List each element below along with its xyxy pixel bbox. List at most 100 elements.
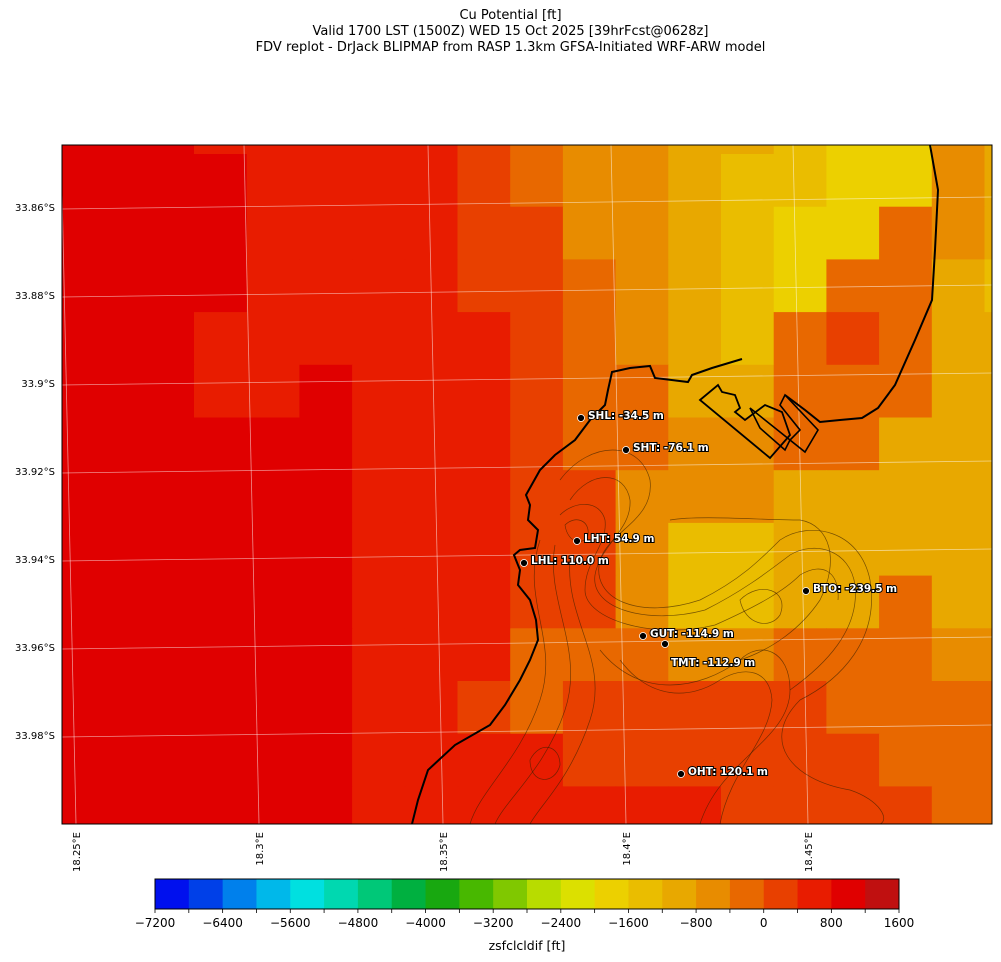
field-cell: [510, 364, 564, 419]
field-cell: [457, 206, 511, 260]
field-cell: [88, 733, 142, 787]
field-cell: [194, 681, 248, 735]
field-cell: [141, 312, 195, 366]
field-cell: [721, 259, 775, 313]
latitude-label: 33.96°S: [15, 643, 55, 654]
field-cell: [404, 364, 459, 419]
field-cell: [88, 154, 142, 208]
field-cell: [299, 206, 353, 260]
field-cell: [510, 145, 564, 155]
field-cell: [457, 145, 511, 155]
longitude-line: [427, 145, 444, 824]
field-cell: [194, 154, 248, 208]
field-cell: [141, 733, 195, 787]
field-cell: [194, 206, 248, 260]
field-cell: [246, 522, 300, 577]
colorbar-segment: [527, 879, 562, 909]
field-cell: [404, 733, 459, 787]
field-cell: [299, 733, 353, 787]
colorbar-segment: [256, 879, 291, 909]
field-cell: [668, 417, 722, 471]
station-marker-bto: [802, 587, 810, 595]
field-cell: [668, 154, 722, 208]
field-cell: [62, 628, 90, 682]
field-cell: [668, 206, 722, 260]
field-cell: [826, 312, 880, 366]
field-cell: [826, 522, 880, 577]
field-cell: [88, 145, 142, 155]
station-marker-shl: [577, 414, 585, 422]
field-cell: [721, 681, 775, 735]
field-cell: [141, 786, 195, 824]
field-cell: [615, 522, 669, 577]
field-cells: [62, 145, 992, 824]
field-cell: [88, 364, 142, 419]
field-cell: [826, 259, 880, 313]
field-cell: [352, 575, 406, 629]
field-cell: [721, 364, 775, 419]
latitude-label: 33.86°S: [15, 203, 55, 214]
field-cell: [562, 145, 617, 155]
field-cell: [246, 733, 300, 787]
field-cell: [826, 628, 880, 682]
field-cell: [141, 206, 195, 260]
field-cell: [826, 206, 880, 260]
field-cell: [510, 312, 564, 366]
colorbar-segment: [696, 879, 731, 909]
colorbar: −7200 −6400 −5600 −4800 −4000 −3200 −2400 −1600…: [135, 878, 914, 953]
station-marker-lht: [573, 537, 581, 545]
field-cell: [826, 733, 880, 787]
field-cell: [62, 312, 90, 366]
field-cell: [194, 417, 248, 471]
field-cell: [88, 522, 142, 577]
field-cell: [246, 259, 300, 313]
field-cell: [299, 312, 353, 366]
colorbar-tick-label: −4800: [338, 916, 379, 930]
field-cell: [668, 259, 722, 313]
field-cell: [773, 786, 827, 824]
field-cell: [299, 628, 353, 682]
station-label-bto: BTO: -239.5 m: [813, 583, 897, 595]
chart-title: Cu Potential [ft]: [459, 8, 562, 23]
field-cell: [246, 312, 300, 366]
field-cell: [457, 417, 511, 471]
field-cell: [404, 417, 459, 471]
field-cell: [931, 681, 986, 735]
field-cell: [404, 206, 459, 260]
field-cell: [984, 154, 992, 208]
field-cell: [457, 575, 511, 629]
field-cell: [299, 470, 353, 524]
field-cell: [773, 733, 827, 787]
field-cell: [88, 628, 142, 682]
field-cell: [510, 154, 564, 208]
field-cell: [457, 733, 511, 787]
field-cell: [510, 259, 564, 313]
station-label-tmt: TMT: -112.9 m: [671, 657, 755, 669]
field-cell: [615, 364, 669, 419]
colorbar-segment: [628, 879, 663, 909]
station-markers: SHL: -34.5 m SHT: -76.1 m LHT: 54.9 m LHL: …: [520, 409, 898, 779]
field-cell: [141, 522, 195, 577]
field-cell: [826, 364, 880, 419]
field-cell: [62, 154, 90, 208]
colorbar-segment: [594, 879, 629, 909]
colorbar-segment: [797, 879, 832, 909]
field-cell: [62, 575, 90, 629]
field-cell: [404, 522, 459, 577]
field-cell: [562, 786, 617, 824]
field-cell: [246, 145, 300, 155]
longitude-label: 18.35°E: [439, 832, 450, 872]
field-cell: [88, 417, 142, 471]
field-cell: [773, 145, 827, 155]
field-cell: [668, 628, 722, 682]
field-cell: [246, 681, 300, 735]
field-cell: [721, 628, 775, 682]
field-cell: [62, 733, 90, 787]
colorbar-segment: [729, 879, 765, 909]
field-cell: [62, 145, 90, 155]
field-cell: [879, 628, 933, 682]
field-cell: [88, 786, 142, 824]
field-cell: [457, 259, 511, 313]
field-cell: [88, 206, 142, 260]
field-cell: [668, 312, 722, 366]
